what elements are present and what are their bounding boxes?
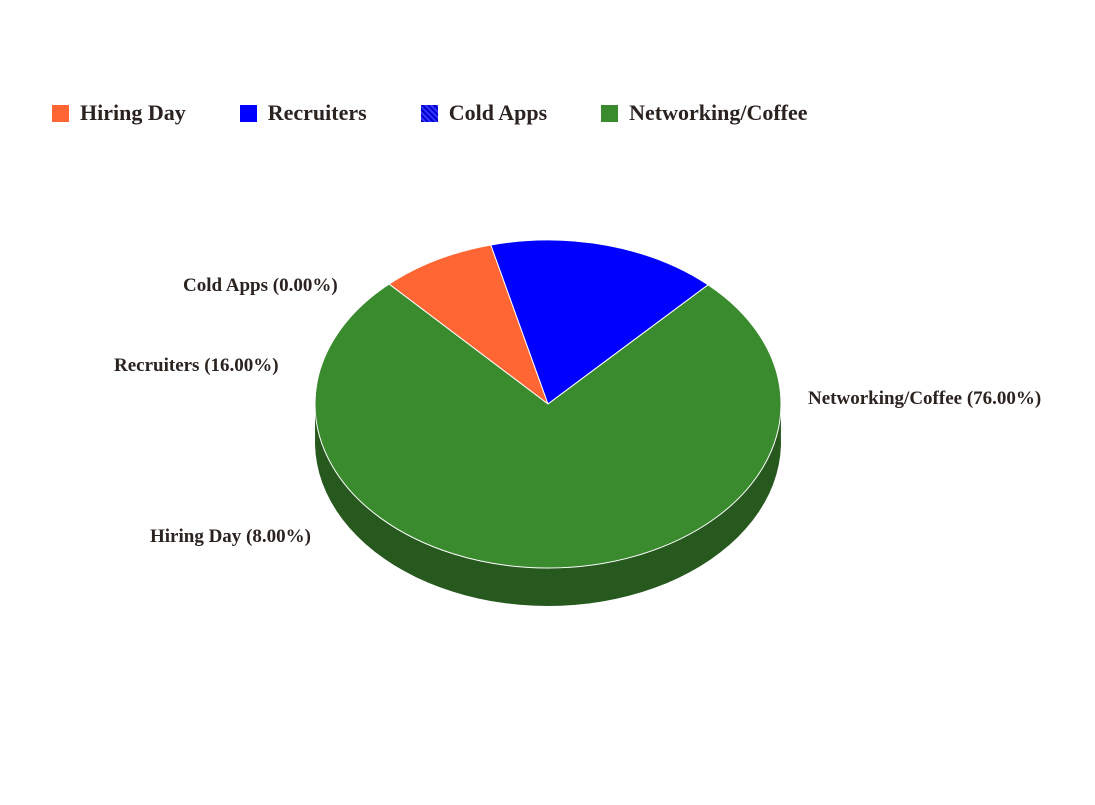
legend-swatch-cold-apps — [420, 104, 438, 122]
pie-slice-networking-coffee[interactable] — [314, 283, 782, 569]
slice-label-hiring-day: Hiring Day (8.00%) — [150, 526, 311, 547]
pie-sides — [315, 406, 781, 606]
pie-slices — [314, 239, 782, 569]
legend-swatch-networking-coffee — [601, 104, 619, 122]
legend-label-networking-coffee: Networking/Coffee — [629, 100, 808, 125]
slice-label-networking-coffee: Networking/Coffee (76.00%) — [808, 388, 1041, 409]
legend-item-cold-apps[interactable]: Cold Apps — [420, 100, 548, 126]
legend-swatch-hiring-day — [52, 104, 69, 122]
slice-labels: Hiring Day (8.00%) Recruiters (16.00%) C… — [114, 275, 1041, 547]
pie-slice-recruiters[interactable] — [490, 239, 709, 405]
legend-item-networking-coffee[interactable]: Networking/Coffee — [601, 100, 808, 126]
slice-label-cold-apps: Cold Apps (0.00%) — [183, 275, 338, 296]
legend-item-hiring-day[interactable]: Hiring Day — [52, 100, 186, 126]
legend-label-recruiters: Recruiters — [267, 100, 367, 125]
legend-swatch-recruiters — [239, 104, 257, 122]
legend-label-cold-apps: Cold Apps — [448, 100, 548, 125]
legend: Hiring Day Recruiters Cold Apps Networki… — [52, 100, 862, 126]
slice-label-recruiters: Recruiters (16.00%) — [114, 355, 279, 376]
legend-label-hiring-day: Hiring Day — [80, 100, 186, 125]
pie-side-networking-coffee — [315, 406, 781, 606]
pie-slice-hiring-day[interactable] — [388, 244, 550, 406]
legend-item-recruiters[interactable]: Recruiters — [239, 100, 367, 126]
